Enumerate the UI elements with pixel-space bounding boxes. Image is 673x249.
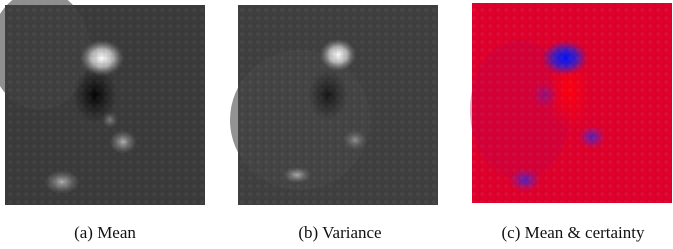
figure: (a) Mean (b) Variance (c) Mean & certain… [0,0,673,249]
certainty-image [470,3,672,203]
mean-image [0,0,205,205]
caption: (a) Mean [74,223,136,242]
caption: (b) Variance [298,223,381,242]
caption: (c) Mean & certainty [501,223,645,242]
page: {"figure": {"panels": [{"caption": "(a) … [0,0,673,249]
variance-image [230,5,438,205]
